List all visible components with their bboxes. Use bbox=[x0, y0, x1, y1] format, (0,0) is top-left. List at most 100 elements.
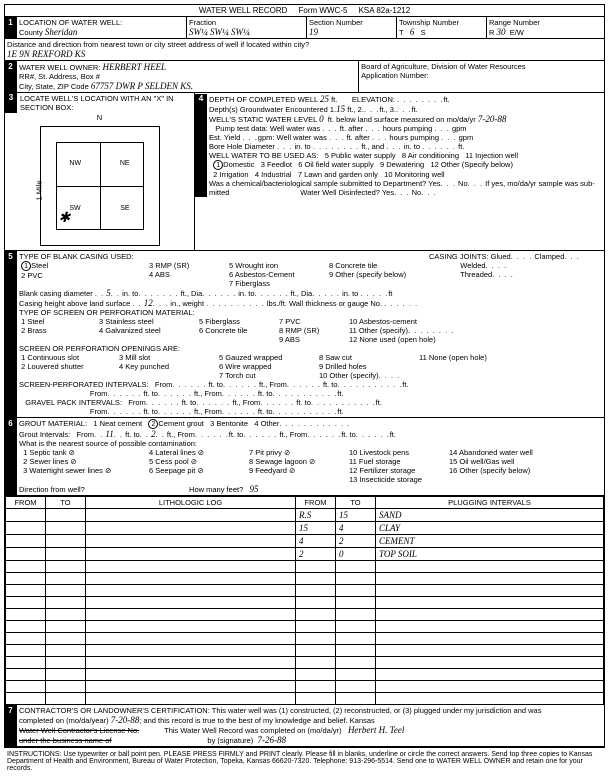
date2: 7-26-88 bbox=[257, 735, 286, 745]
s4: 4 Galvanized steel bbox=[99, 326, 161, 335]
dist-val: 1E 9N REXFORD KS bbox=[7, 49, 85, 59]
r0p: SAND bbox=[376, 509, 604, 522]
gw1: 15 bbox=[336, 104, 345, 114]
g2: Cement grout bbox=[158, 419, 203, 428]
to2: ft. to bbox=[143, 389, 158, 398]
board: Board of Agriculture, Division of Water … bbox=[361, 62, 525, 71]
under: under the business name of bbox=[19, 736, 112, 745]
p13: 13 Insecticide storage bbox=[349, 475, 422, 484]
fraction-label: Fraction bbox=[189, 18, 216, 27]
sec3-title: LOCATE WELL'S LOCATION WITH AN "X" IN SE… bbox=[17, 93, 194, 113]
static-after: ft. below land surface measured on mo/da… bbox=[328, 115, 476, 124]
g3: 3 Bentonite bbox=[210, 419, 248, 428]
section-7-num: 7 bbox=[5, 705, 17, 746]
disinfect: Water Well Disinfected? Yes bbox=[300, 188, 394, 197]
township-label: Township Number bbox=[399, 18, 459, 27]
c7: 7 Fiberglass bbox=[229, 279, 270, 288]
g1: 1 Neat cement bbox=[93, 419, 142, 428]
u8: 8 Air conditioning bbox=[402, 151, 459, 160]
ftto3: ft. to bbox=[296, 398, 311, 407]
o4: 4 Key punched bbox=[119, 362, 169, 371]
section-2-num: 2 bbox=[5, 61, 17, 92]
table-row: 4 2 CEMENT bbox=[6, 535, 604, 548]
ftfrom4: ft., From bbox=[194, 407, 222, 416]
int-from: From bbox=[77, 430, 95, 439]
p14: 14 Abandoned water well bbox=[449, 448, 533, 457]
est-label: Est. Yield bbox=[209, 133, 240, 142]
after1: ft. after bbox=[340, 124, 363, 133]
r0f2: R.S bbox=[296, 509, 336, 522]
u9: 9 Dewatering bbox=[380, 160, 424, 169]
int-label: Grout Intervals: bbox=[19, 430, 70, 439]
o1: 1 Continuous slot bbox=[21, 353, 79, 362]
table-row bbox=[6, 597, 604, 609]
sec6-title: GROUT MATERIAL: bbox=[19, 419, 87, 428]
pump-label: Pump test data: Well water was bbox=[215, 124, 320, 133]
s5: 5 Fiberglass bbox=[199, 317, 240, 326]
sec5-title: TYPE OF BLANK CASING USED: bbox=[19, 252, 134, 261]
section-5-num: 5 bbox=[5, 251, 17, 417]
elev-label: ELEVATION: bbox=[352, 95, 395, 104]
table-row: R.S 15 SAND bbox=[6, 509, 604, 522]
ftfrom3: ft., From bbox=[232, 398, 260, 407]
mile-label: 1 Mile bbox=[34, 180, 43, 200]
r2t2: 2 bbox=[336, 535, 376, 548]
into: in. to bbox=[122, 289, 138, 298]
log-h-from: FROM bbox=[6, 497, 46, 509]
welded: Welded bbox=[460, 261, 485, 270]
c1-circle: 1 bbox=[21, 261, 31, 271]
table-row bbox=[6, 669, 604, 681]
county-val: Sheridan bbox=[45, 27, 78, 37]
log-h-plug: PLUGGING INTERVALS bbox=[376, 497, 604, 509]
dir-label: Direction from well? bbox=[19, 485, 85, 494]
lic: Water Well Contractor's License No. bbox=[19, 726, 139, 735]
into: in. to bbox=[294, 142, 310, 151]
x-mark: ✱ bbox=[59, 210, 71, 227]
to3: ft. to bbox=[182, 398, 197, 407]
chem2: No bbox=[458, 179, 468, 188]
table-row bbox=[6, 585, 604, 597]
u6: 6 Oil field water supply bbox=[298, 160, 373, 169]
u5: 5 Public water supply bbox=[325, 151, 396, 160]
s3: 3 Stainless steel bbox=[99, 317, 154, 326]
u12: 12 Other (Specify below) bbox=[430, 160, 513, 169]
ftdia: ft., Dia bbox=[181, 289, 203, 298]
cert: CONTRACTOR'S OR LANDOWNER'S CERTIFICATIO… bbox=[19, 706, 541, 715]
r2p: CEMENT bbox=[376, 535, 604, 548]
u2: 2 Irrigation bbox=[213, 170, 248, 179]
from4: From bbox=[90, 407, 108, 416]
s6: 6 Concrete tile bbox=[199, 326, 247, 335]
p1: 1 Septic tank bbox=[23, 448, 66, 457]
r3t2: 0 bbox=[336, 548, 376, 561]
ftand: ft., and bbox=[361, 142, 384, 151]
u3: 3 Feedlot bbox=[261, 160, 292, 169]
table-row bbox=[6, 645, 604, 657]
s10: 10 Asbestos-cement bbox=[349, 317, 417, 326]
r1f2: 15 bbox=[296, 522, 336, 535]
p3: 3 Watertight sewer lines bbox=[23, 466, 103, 475]
o10: 10 Other (specify) bbox=[319, 371, 379, 380]
table-row bbox=[6, 621, 604, 633]
from3: From bbox=[128, 398, 146, 407]
hours2: hours pumping bbox=[389, 133, 439, 142]
gpm1: gpm bbox=[452, 124, 467, 133]
depth-label: DEPTH OF COMPLETED WELL bbox=[209, 95, 318, 104]
county-label: County bbox=[19, 28, 43, 37]
ne-label: NE bbox=[120, 160, 130, 167]
from2: From bbox=[90, 389, 108, 398]
form-ksa: KSA 82a-1212 bbox=[359, 6, 411, 15]
section-label: Section Number bbox=[309, 18, 363, 27]
p5: 5 Cess pool bbox=[149, 457, 189, 466]
range-val: 30 bbox=[497, 27, 506, 37]
comp2: This Water Well Record was completed on … bbox=[164, 726, 342, 735]
o5: 5 Gauzed wrapped bbox=[219, 353, 282, 362]
o8: 8 Saw cut bbox=[319, 353, 352, 362]
s2: 2 Brass bbox=[21, 326, 46, 335]
r3f2: 2 bbox=[296, 548, 336, 561]
r3p: TOP SOIL bbox=[376, 548, 604, 561]
range-label: Range Number bbox=[489, 18, 540, 27]
ft: ft. bbox=[458, 142, 464, 151]
s11: 11 Other (specify) bbox=[349, 326, 408, 335]
after2: ft. after bbox=[346, 133, 369, 142]
g4: 4 Other bbox=[254, 419, 279, 428]
